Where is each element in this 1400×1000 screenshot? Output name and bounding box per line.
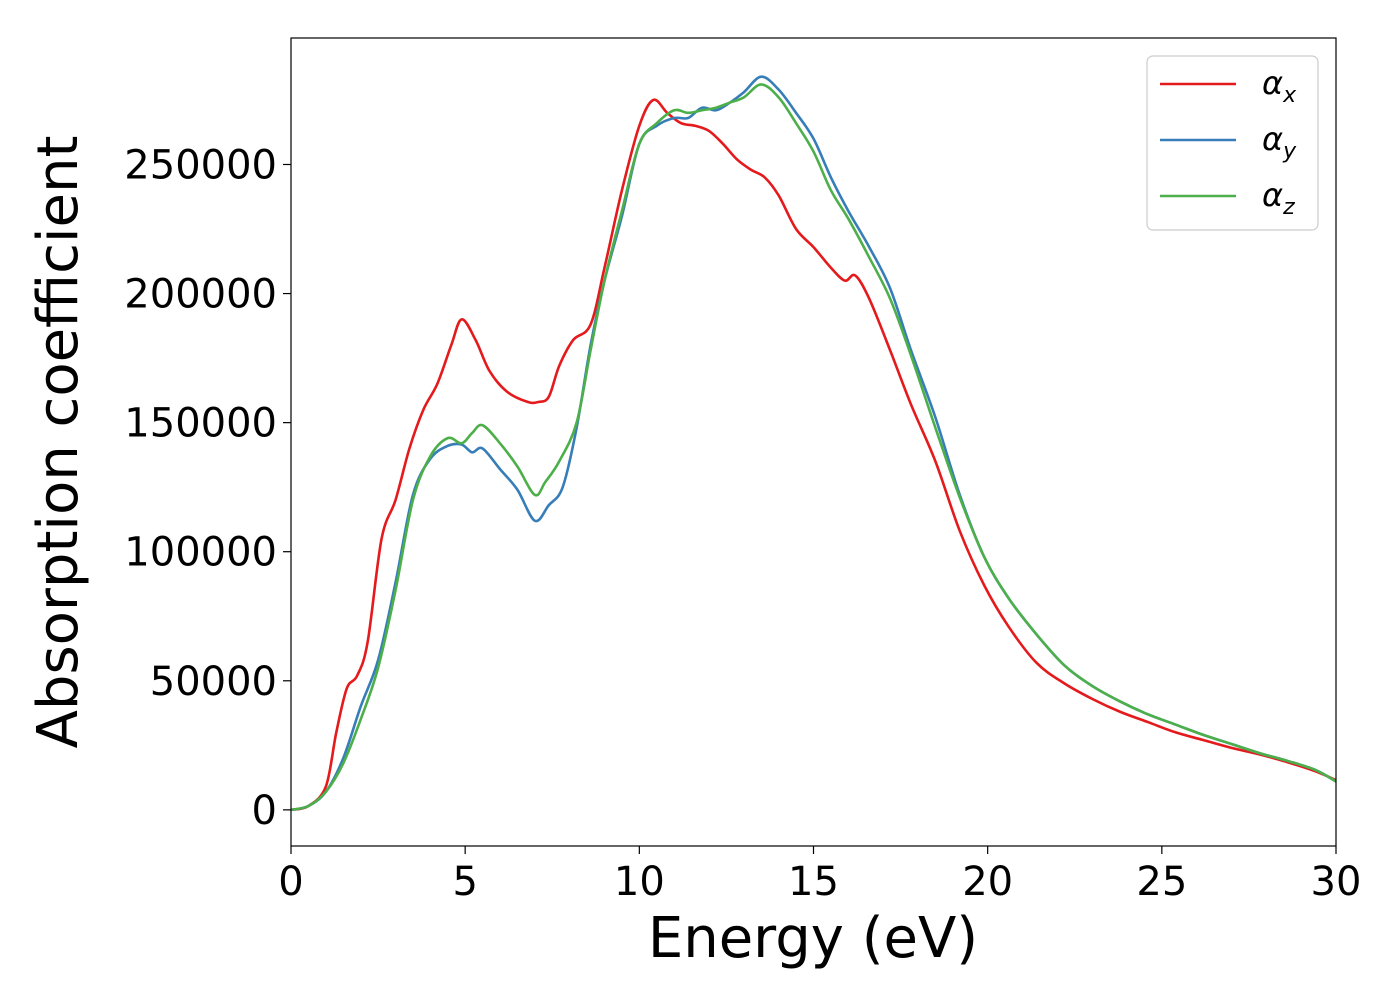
x-tick-label: 15 bbox=[788, 859, 839, 905]
series-line-z bbox=[290, 83, 1337, 812]
x-tick-label: 5 bbox=[452, 859, 477, 905]
x-tick-label: 25 bbox=[1136, 859, 1187, 905]
x-axis-label: Energy (eV) bbox=[648, 906, 978, 971]
x-tick-label: 20 bbox=[962, 859, 1013, 905]
series-lines bbox=[290, 75, 1337, 812]
legend-box bbox=[1146, 55, 1319, 231]
y-tick-label: 200000 bbox=[124, 272, 277, 318]
x-tick-label: 10 bbox=[614, 859, 665, 905]
y-tick-label: 150000 bbox=[124, 401, 277, 447]
y-tick-label: 250000 bbox=[124, 142, 277, 188]
y-axis-ticks: 0 50000 100000 150000 200000 250000 bbox=[124, 142, 291, 834]
x-axis-ticks: 0 5 10 15 20 25 30 bbox=[278, 846, 1361, 905]
y-tick-label: 0 bbox=[252, 788, 277, 834]
series-line-x bbox=[290, 98, 1337, 812]
y-axis-label: Absorption coefficient bbox=[26, 136, 91, 749]
y-tick-label: 100000 bbox=[124, 530, 277, 576]
x-tick-label: 30 bbox=[1311, 859, 1362, 905]
y-tick-label: 50000 bbox=[150, 659, 277, 705]
x-tick-label: 0 bbox=[278, 859, 303, 905]
